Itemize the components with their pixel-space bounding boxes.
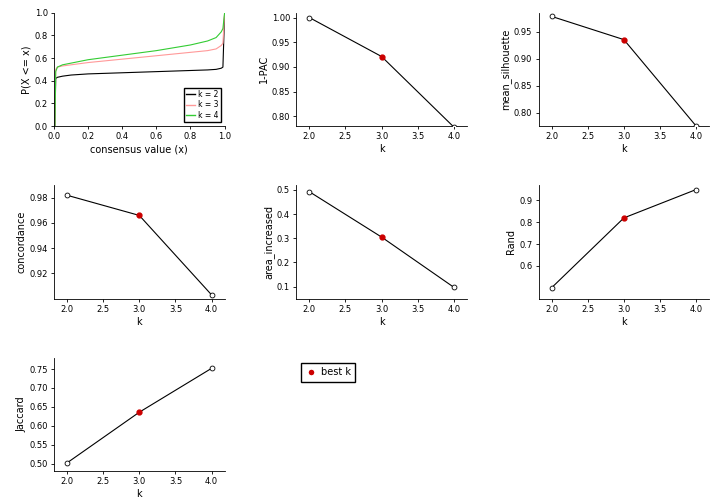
Y-axis label: mean_silhouette: mean_silhouette [500, 29, 511, 110]
X-axis label: k: k [621, 317, 626, 327]
X-axis label: k: k [379, 144, 384, 154]
X-axis label: k: k [137, 317, 142, 327]
Legend: k = 2, k = 3, k = 4: k = 2, k = 3, k = 4 [184, 88, 221, 122]
X-axis label: consensus value (x): consensus value (x) [91, 144, 188, 154]
X-axis label: k: k [137, 489, 142, 499]
X-axis label: k: k [379, 317, 384, 327]
Y-axis label: Jaccard: Jaccard [17, 397, 27, 432]
Y-axis label: P(X <= x): P(X <= x) [22, 45, 32, 94]
Y-axis label: area_increased: area_increased [263, 205, 274, 279]
Y-axis label: Rand: Rand [506, 229, 516, 255]
Legend: best k: best k [301, 362, 356, 383]
X-axis label: k: k [621, 144, 626, 154]
Y-axis label: concordance: concordance [17, 211, 27, 273]
Y-axis label: 1-PAC: 1-PAC [258, 55, 269, 84]
